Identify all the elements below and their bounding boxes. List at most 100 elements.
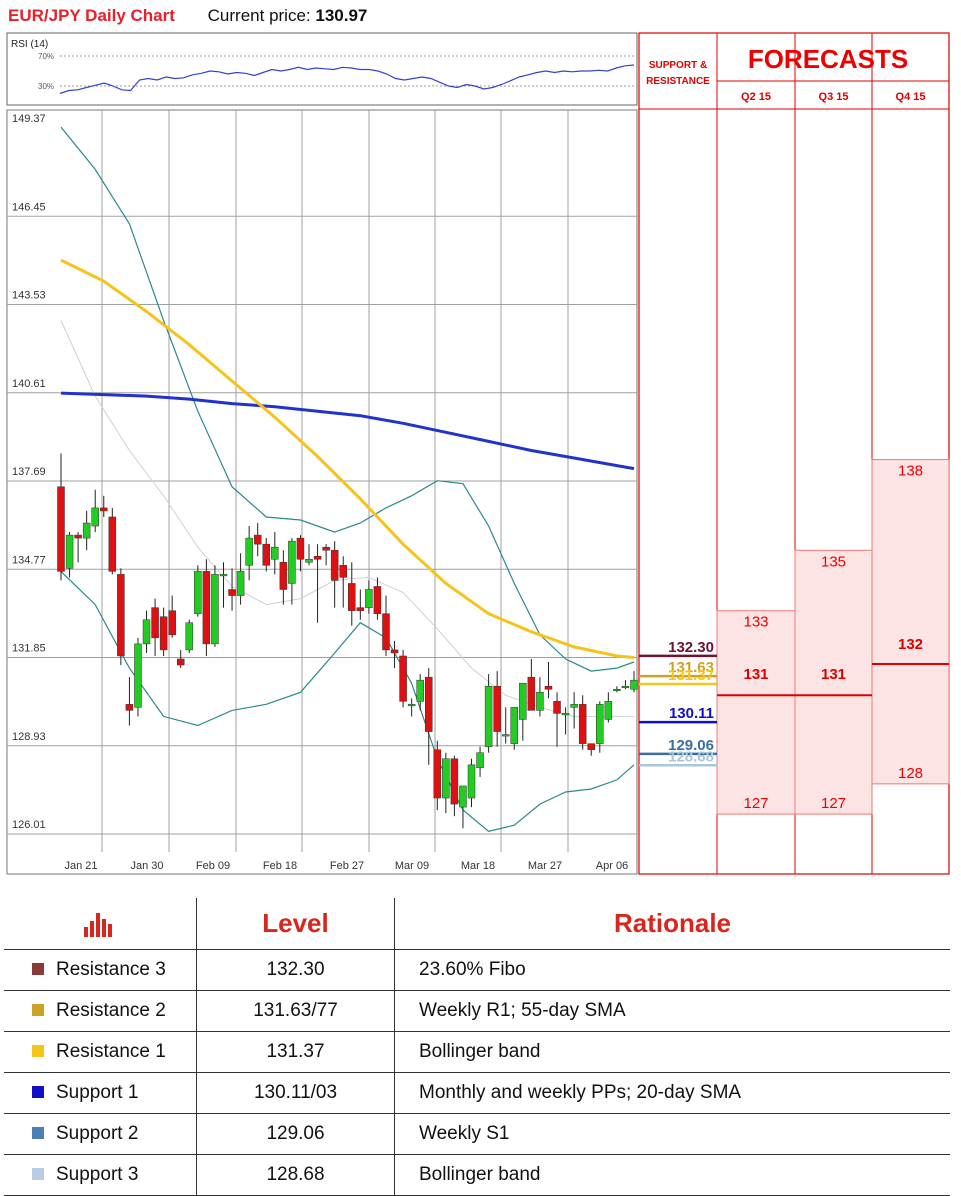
candle-body — [322, 546, 330, 551]
candle — [330, 541, 339, 608]
candle — [467, 758, 476, 808]
candle — [185, 619, 194, 653]
candle-body — [493, 685, 501, 732]
candle — [125, 677, 134, 726]
level-label: 128.68 — [668, 748, 714, 765]
candle — [313, 544, 322, 623]
candle — [339, 556, 347, 608]
y-tick-label: 131.85 — [12, 643, 46, 655]
candle-body — [578, 704, 587, 744]
forecast-low-value: 127 — [821, 795, 846, 812]
candle-body — [424, 676, 433, 732]
candle-body — [245, 537, 253, 566]
candle-body — [117, 574, 125, 657]
candle-body — [373, 586, 382, 614]
candle — [424, 668, 433, 765]
y-tick-label: 128.93 — [12, 731, 46, 743]
levels-table-body: Resistance 3 132.30 23.60% Fibo Resistance … — [4, 949, 950, 1196]
candle — [390, 640, 399, 669]
candle — [82, 510, 91, 551]
candle — [476, 746, 484, 777]
candle-body — [382, 613, 390, 651]
level-value: 128.68 — [196, 1154, 395, 1196]
candle-body — [57, 486, 65, 572]
candle — [553, 692, 561, 747]
candle-body — [134, 643, 142, 708]
candle-body — [253, 534, 262, 545]
level-name-cell: Resistance 2 — [4, 990, 197, 1032]
candle-body — [510, 707, 519, 744]
candle-body — [100, 507, 108, 512]
levels-table-header: Level Rationale — [4, 898, 950, 950]
candle — [134, 637, 142, 717]
bar-chart-icon — [4, 898, 197, 950]
candle — [108, 507, 117, 575]
candle-body — [399, 655, 407, 702]
level-value: 132.30 — [196, 949, 395, 991]
level-color-swatch — [32, 1167, 44, 1180]
y-tick-label: 149.37 — [12, 113, 46, 125]
sma-200-line — [60, 391, 635, 471]
current-price-value: 130.97 — [315, 6, 368, 25]
x-tick-label: Feb 27 — [330, 860, 364, 872]
candle-body — [561, 713, 570, 716]
table-row: Resistance 1 131.37 Bollinger band — [4, 1031, 950, 1073]
candle — [202, 559, 211, 656]
x-tick-label: Feb 18 — [263, 860, 297, 872]
candle-body — [108, 516, 117, 572]
candle — [194, 565, 202, 617]
level-color-swatch — [32, 1085, 44, 1098]
candle-body — [596, 704, 604, 744]
candle-body — [211, 574, 219, 645]
candle-body — [365, 589, 373, 608]
candle — [176, 649, 185, 669]
level-name: Support 1 — [56, 1082, 139, 1103]
table-row: Resistance 3 132.30 23.60% Fibo — [4, 949, 950, 991]
candle-body — [348, 583, 356, 611]
level-name: Resistance 1 — [56, 1041, 166, 1062]
candle — [373, 577, 382, 620]
candle-body — [553, 701, 561, 714]
level-rationale: Bollinger band — [394, 1031, 950, 1073]
candle-body — [630, 679, 638, 690]
candle — [501, 707, 510, 744]
candle-body — [168, 610, 176, 636]
candle — [527, 659, 536, 711]
candle — [442, 752, 450, 814]
level-name: Support 3 — [56, 1164, 139, 1185]
level-color-swatch — [32, 1003, 44, 1016]
candle-body — [159, 616, 168, 651]
level-name: Resistance 2 — [56, 1000, 166, 1021]
forecast-high-value: 135 — [821, 553, 846, 570]
candle — [271, 532, 279, 575]
forecast-quarter-label: Q2 15 — [741, 91, 771, 103]
candlestick-chart: 149.37 146.45 143.53 140.61 137.69 134.77 131.… — [6, 109, 638, 875]
level-name-cell: Support 2 — [4, 1113, 197, 1155]
x-tick-label: Mar 09 — [395, 860, 429, 872]
x-tick-label: Feb 09 — [196, 860, 230, 872]
candle-body — [433, 749, 442, 799]
candle — [57, 453, 65, 581]
candle-body — [613, 688, 621, 691]
bollinger-upper-line — [60, 126, 635, 672]
chart-title: EUR/JPY Daily Chart — [8, 6, 175, 25]
candle-body — [228, 589, 236, 596]
sma-55-line — [60, 258, 635, 659]
candle — [117, 568, 125, 666]
candle-body — [604, 701, 613, 720]
x-tick-label: Jan 21 — [64, 860, 97, 872]
candle — [288, 538, 296, 605]
candle — [484, 674, 493, 753]
level-label: 130.11 — [669, 705, 714, 722]
candle-body — [467, 764, 476, 799]
candle — [74, 532, 82, 563]
candle-body — [536, 692, 544, 711]
level-name-cell: Resistance 1 — [4, 1031, 197, 1073]
candle — [459, 785, 467, 829]
table-row: Resistance 2 131.63/77 Weekly R1; 55-day S… — [4, 990, 950, 1032]
level-rationale: Weekly R1; 55-day SMA — [394, 990, 950, 1032]
candle-body — [194, 571, 202, 614]
levels-table: Level Rationale Resistance 3 132.30 23.60%… — [4, 898, 950, 1196]
candle-body — [279, 562, 288, 590]
level-value: 129.06 — [196, 1113, 395, 1155]
